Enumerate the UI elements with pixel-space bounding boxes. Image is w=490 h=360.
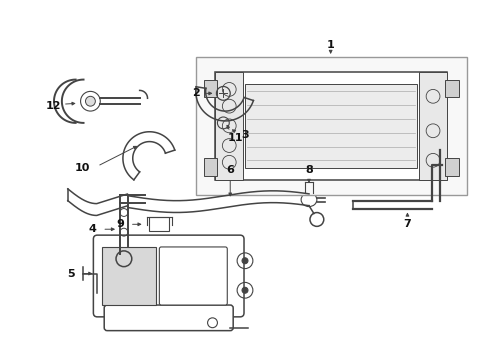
- Text: 8: 8: [305, 165, 313, 175]
- Bar: [445, 80, 459, 97]
- Bar: [245, 84, 417, 168]
- Bar: [196, 57, 466, 195]
- FancyBboxPatch shape: [159, 247, 227, 305]
- Circle shape: [80, 91, 100, 111]
- Text: 11: 11: [227, 133, 243, 143]
- Bar: [419, 72, 447, 180]
- Text: 2: 2: [192, 88, 199, 98]
- Bar: [445, 158, 459, 176]
- FancyBboxPatch shape: [104, 305, 233, 330]
- Text: 4: 4: [89, 224, 97, 234]
- Bar: [149, 217, 169, 231]
- Bar: [204, 158, 218, 176]
- Bar: [204, 80, 218, 97]
- Text: 5: 5: [67, 269, 74, 279]
- Text: 6: 6: [226, 165, 234, 175]
- Text: 9: 9: [116, 219, 124, 229]
- Text: 3: 3: [241, 130, 249, 140]
- Text: 7: 7: [404, 219, 411, 229]
- Bar: [216, 72, 447, 180]
- Circle shape: [242, 287, 248, 293]
- Text: 1: 1: [327, 40, 335, 50]
- Circle shape: [85, 96, 96, 106]
- FancyBboxPatch shape: [94, 235, 244, 317]
- Text: 10: 10: [75, 163, 90, 173]
- Bar: [216, 72, 243, 180]
- Circle shape: [242, 258, 248, 264]
- Text: 12: 12: [45, 101, 61, 111]
- Ellipse shape: [301, 193, 317, 207]
- Bar: [102, 247, 156, 305]
